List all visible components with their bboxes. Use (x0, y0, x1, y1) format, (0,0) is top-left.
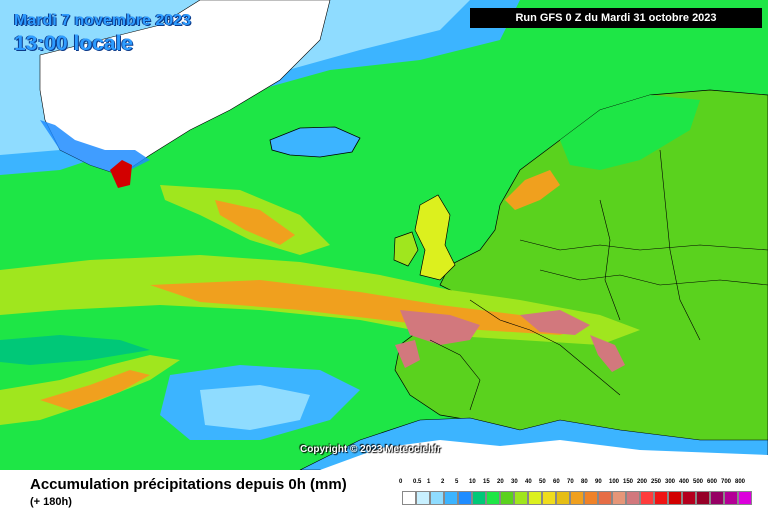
forecast-time: 13:00 locale (14, 32, 134, 55)
scale-label: 10 (469, 479, 476, 485)
scale-label: 300 (665, 479, 676, 485)
great-britain (414, 194, 456, 281)
scale-swatch (444, 491, 458, 505)
greenland-heavy-rain (110, 160, 132, 188)
scale-label: 30 (511, 479, 518, 485)
scale-swatch (556, 491, 570, 505)
scale-swatch (416, 491, 430, 505)
scale-label: 600 (707, 479, 718, 485)
scale-label: 70 (567, 479, 574, 485)
scale-label: 150 (623, 479, 634, 485)
scale-label: 800 (735, 479, 746, 485)
scale-label: 250 (651, 479, 662, 485)
scale-label: 0 (399, 479, 403, 485)
scale-label: 5 (455, 479, 459, 485)
scale-label: 700 (721, 479, 732, 485)
scale-swatch (710, 491, 724, 505)
scale-swatch (682, 491, 696, 505)
scale-label: 500 (693, 479, 704, 485)
scale-swatch (584, 491, 598, 505)
iberia-west-max (395, 340, 420, 368)
scale-swatch (486, 491, 500, 505)
color-scale: 0 0.5 1 2 5 10 15 20 30 40 50 60 70 80 90 100 150 200 250 3… (399, 479, 752, 507)
scale-swatch (724, 491, 738, 505)
scale-swatch (612, 491, 626, 505)
forecast-date: Mardi 7 novembre 2023 (14, 12, 191, 29)
alps-max (520, 310, 590, 335)
precipitation-map: Mardi 7 novembre 2023 13:00 locale Run G… (0, 0, 768, 470)
legend-bar: Accumulation précipitations depuis 0h (m… (0, 470, 768, 512)
scale-label: 0.5 (413, 479, 422, 485)
iceland-island (269, 126, 361, 158)
scale-label: 1 (427, 479, 431, 485)
scale-label: 200 (637, 479, 648, 485)
scale-swatch (458, 491, 472, 505)
atlantic-band-north-core (215, 200, 295, 245)
country-borders (429, 149, 768, 411)
scale-swatch (668, 491, 682, 505)
scale-swatch (696, 491, 710, 505)
scale-label: 50 (539, 479, 546, 485)
scale-label: 2 (441, 479, 445, 485)
norway-coast-rain (505, 170, 560, 210)
west-dry-zone (0, 335, 150, 365)
scale-label: 15 (483, 479, 490, 485)
scale-labels: 0 0.5 1 2 5 10 15 20 30 40 50 60 70 80 90 100 150 200 250 3… (399, 479, 750, 489)
scale-label: 90 (595, 479, 602, 485)
scale-label: 60 (553, 479, 560, 485)
scale-swatch (514, 491, 528, 505)
copyright-text: Copyright © 2023 Meteociel.fr (300, 444, 441, 455)
frontal-band-max (400, 310, 480, 345)
scale-label: 100 (609, 479, 620, 485)
scandinavia-dry (560, 95, 700, 170)
ireland (393, 231, 419, 267)
scale-swatch (570, 491, 584, 505)
scale-swatch (598, 491, 612, 505)
frontal-band-core (150, 280, 590, 335)
run-banner: Run GFS 0 Z du Mardi 31 octobre 2023 (470, 8, 762, 28)
scale-swatch (500, 491, 514, 505)
scale-label: 40 (525, 479, 532, 485)
scale-swatch (430, 491, 444, 505)
scale-swatch (626, 491, 640, 505)
north-africa-dry (320, 440, 768, 470)
legend-subtitle: (+ 180h) (30, 496, 72, 508)
adriatic-max (590, 335, 625, 372)
scale-label: 20 (497, 479, 504, 485)
subtropical-dry-core (200, 385, 310, 430)
scale-swatch (402, 491, 416, 505)
scale-swatch (640, 491, 654, 505)
scale-label: 400 (679, 479, 690, 485)
scale-swatch (528, 491, 542, 505)
southwest-band-core (40, 370, 150, 410)
scale-swatch (738, 491, 752, 505)
scale-swatch (472, 491, 486, 505)
scale-swatches (402, 491, 752, 505)
legend-title: Accumulation précipitations depuis 0h (m… (30, 476, 347, 493)
map-canvas (0, 0, 768, 470)
scale-swatch (542, 491, 556, 505)
scale-swatch (654, 491, 668, 505)
scale-label: 80 (581, 479, 588, 485)
